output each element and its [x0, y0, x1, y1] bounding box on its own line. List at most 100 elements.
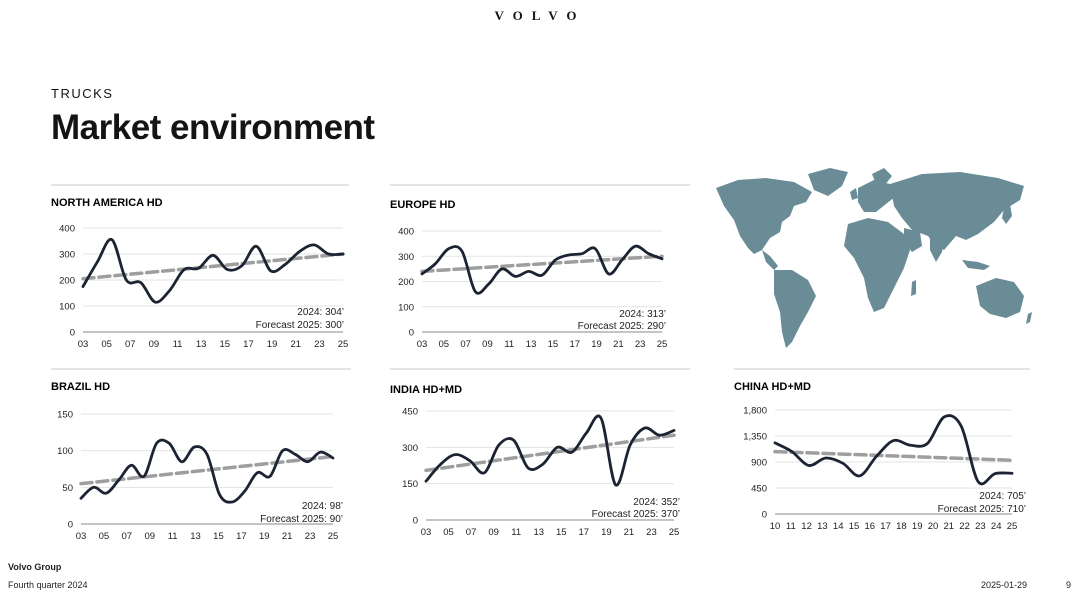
footer-period: Fourth quarter 2024	[8, 580, 88, 590]
note-current: 2024: 98’	[302, 501, 343, 512]
x-tick-label: 23	[305, 531, 316, 542]
x-tick-label: 17	[579, 527, 590, 538]
x-tick-label: 23	[646, 527, 657, 538]
x-tick-label: 03	[78, 339, 89, 350]
trend-line	[79, 454, 335, 486]
x-tick-label: 25	[328, 531, 339, 542]
x-tick-label: 09	[144, 531, 155, 542]
note-forecast: Forecast 2025: 300’	[256, 320, 344, 331]
chart-brazil-svg: BRAZIL HD 0 50 100 150 03 05 07 09 11 13 15 17 19 21 2…	[51, 368, 351, 542]
x-tick-label: 19	[912, 521, 923, 532]
chart-europe-svg: EUROPE HD 0 100 200 300 400 03 05 07 09 11 13 15 17 1…	[390, 184, 690, 350]
y-tick-label: 0	[409, 328, 414, 339]
y-tick-label: 400	[59, 224, 75, 235]
note-current: 2024: 352’	[633, 497, 680, 508]
chart-china: CHINA HD+MD 0 450 900 1,350 1,800 10 11 12 13 14 1…	[734, 368, 1034, 543]
x-tick-label: 25	[338, 339, 349, 350]
x-tick-label: 11	[168, 531, 178, 542]
x-tick-label: 09	[482, 339, 493, 350]
x-tick-label: 07	[460, 339, 471, 350]
note-current: 2024: 304’	[297, 307, 344, 318]
x-tick-label: 21	[290, 339, 301, 350]
series-line	[79, 438, 335, 504]
x-tick-label: 15	[849, 521, 860, 532]
x-tick-label: 12	[801, 521, 812, 532]
chart-india: INDIA HD+MD 0 150 300 450 03 05 07 09 11 13 15 17 19…	[390, 368, 690, 548]
y-tick-label: 1,350	[743, 432, 767, 443]
x-tick-label: 21	[282, 531, 293, 542]
x-tick-label: 23	[314, 339, 325, 350]
trend-line	[81, 252, 345, 281]
x-tick-label: 03	[417, 339, 428, 350]
x-tick-label: 11	[786, 521, 796, 532]
note-current: 2024: 313’	[619, 309, 666, 320]
x-tick-label: 07	[122, 531, 133, 542]
series-line	[773, 414, 1014, 486]
y-tick-label: 300	[402, 443, 418, 454]
chart-india-svg: INDIA HD+MD 0 150 300 450 03 05 07 09 11 13 15 17 19…	[390, 368, 690, 538]
x-tick-label: 20	[928, 521, 939, 532]
note-current: 2024: 705’	[979, 491, 1026, 502]
x-tick-label: 21	[613, 339, 624, 350]
x-tick-label: 25	[1007, 521, 1018, 532]
x-tick-label: 11	[511, 527, 521, 538]
x-tick-label: 09	[149, 339, 160, 350]
trend-line	[773, 449, 1014, 463]
y-tick-label: 300	[59, 250, 75, 261]
x-tick-label: 09	[488, 527, 499, 538]
x-tick-label: 03	[76, 531, 87, 542]
y-tick-label: 150	[57, 410, 73, 421]
x-tick-label: 21	[944, 521, 955, 532]
y-tick-label: 0	[762, 510, 767, 521]
x-tick-label: 13	[196, 339, 207, 350]
world-map	[708, 162, 1038, 352]
chart-brazil: BRAZIL HD 0 50 100 150 03 05 07 09 11 13 15 17 19 21 2…	[51, 368, 351, 548]
chart-title: BRAZIL HD	[51, 381, 110, 393]
x-tick-label: 23	[635, 339, 646, 350]
y-tick-label: 0	[413, 516, 418, 527]
y-tick-label: 200	[398, 277, 414, 288]
x-tick-label: 05	[439, 339, 450, 350]
x-tick-label: 19	[259, 531, 270, 542]
x-tick-label: 21	[624, 527, 635, 538]
y-tick-label: 100	[398, 302, 414, 313]
y-tick-label: 900	[751, 458, 767, 469]
y-tick-label: 450	[402, 407, 418, 418]
x-tick-label: 19	[601, 527, 612, 538]
y-tick-label: 450	[751, 484, 767, 495]
y-tick-label: 0	[70, 328, 75, 339]
x-tick-label: 05	[99, 531, 110, 542]
chart-title: INDIA HD+MD	[390, 384, 462, 396]
x-tick-label: 17	[236, 531, 247, 542]
x-tick-label: 11	[504, 339, 514, 350]
x-tick-label: 13	[190, 531, 201, 542]
x-tick-label: 13	[817, 521, 828, 532]
series-line	[424, 414, 676, 487]
chart-north-america-svg: NORTH AMERICA HD 0 100 200 300 400 03 05 07 09 11…	[51, 184, 349, 350]
note-forecast: Forecast 2025: 290’	[578, 321, 666, 332]
x-tick-label: 16	[865, 521, 876, 532]
x-tick-label: 19	[591, 339, 602, 350]
chart-title: CHINA HD+MD	[734, 381, 811, 393]
note-forecast: Forecast 2025: 370’	[592, 509, 680, 520]
y-tick-label: 100	[59, 302, 75, 313]
x-tick-label: 15	[213, 531, 224, 542]
x-tick-label: 17	[569, 339, 580, 350]
footer-page: 9	[1066, 580, 1072, 590]
x-tick-label: 22	[959, 521, 970, 532]
x-tick-label: 19	[267, 339, 278, 350]
x-tick-label: 13	[533, 527, 544, 538]
series-line	[81, 238, 345, 304]
y-tick-label: 100	[57, 446, 73, 457]
x-tick-label: 25	[669, 527, 680, 538]
x-tick-label: 11	[173, 339, 183, 350]
x-tick-label: 24	[991, 521, 1002, 532]
trend-line	[420, 254, 664, 274]
note-forecast: Forecast 2025: 90’	[260, 514, 343, 525]
x-tick-label: 07	[125, 339, 136, 350]
x-tick-label: 15	[556, 527, 567, 538]
x-tick-label: 23	[975, 521, 986, 532]
x-tick-label: 10	[770, 521, 781, 532]
note-forecast: Forecast 2025: 710’	[938, 504, 1026, 515]
x-tick-label: 05	[443, 527, 454, 538]
